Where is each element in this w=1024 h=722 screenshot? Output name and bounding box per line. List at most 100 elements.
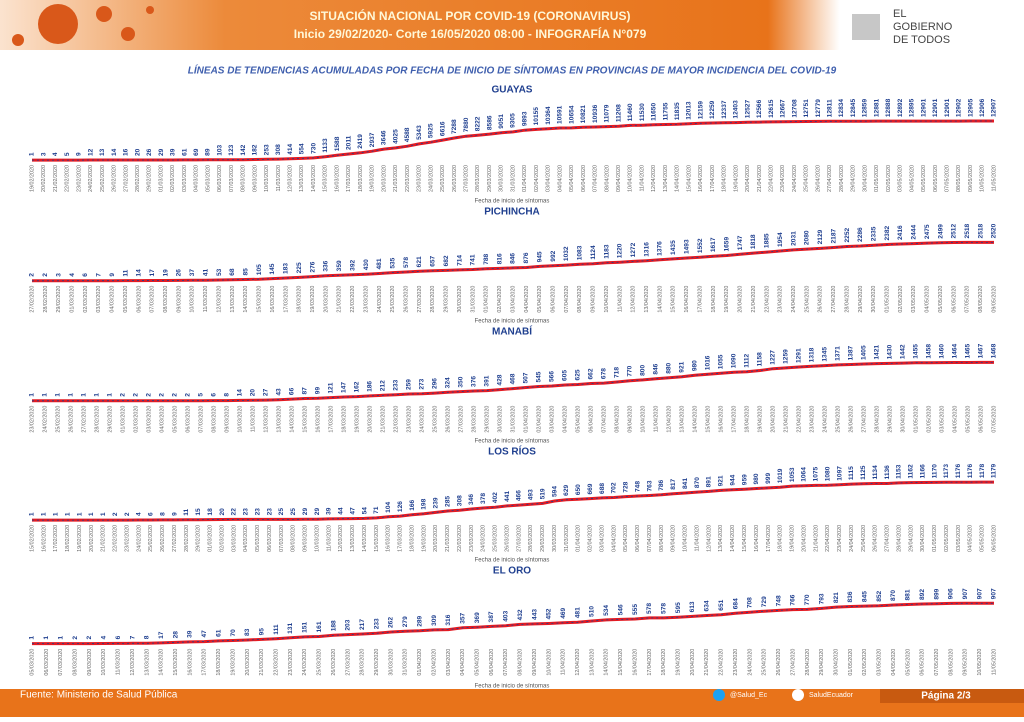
data-label: 8: [144, 635, 151, 639]
x-tick-label: 06/03/2020: [267, 525, 273, 552]
x-tick-label: 09/03/2020: [303, 525, 309, 552]
data-label: 466: [516, 490, 523, 501]
x-tick-label: 16/04/2020: [754, 525, 760, 552]
x-tick-label: 03/05/2020: [939, 406, 945, 433]
x-tick-label: 16/03/2020: [386, 525, 392, 552]
data-label: 992: [550, 250, 557, 261]
data-label: 578: [646, 603, 653, 614]
data-label: 142: [240, 144, 247, 155]
x-tick-label: 28/04/2020: [805, 649, 811, 676]
x-tick-label: 04/05/2020: [925, 286, 931, 313]
x-tick-label: 21/03/2020: [445, 525, 451, 552]
data-label: 595: [675, 602, 682, 613]
x-tick-label: 06/03/2020: [44, 649, 50, 676]
data-label: 1588: [334, 136, 341, 151]
x-tick-label: 04/05/2020: [909, 165, 915, 192]
x-tick-label: 18/03/2020: [297, 286, 303, 313]
data-label: 83: [244, 628, 251, 636]
data-label: 296: [432, 378, 439, 389]
data-label: 1885: [764, 233, 771, 248]
data-label: 8: [159, 512, 166, 516]
data-label: 403: [503, 610, 510, 621]
x-tick-label: 22/03/2020: [405, 165, 411, 192]
data-label: 12905: [967, 98, 974, 117]
x-tick-label: 26/02/2020: [68, 406, 74, 433]
data-label: 1818: [750, 234, 757, 249]
x-tick-label: 14/04/2020: [657, 286, 663, 313]
data-label: 11460: [627, 103, 634, 121]
x-tick-label: 04/04/2020: [524, 286, 530, 313]
x-tick-label: 07/04/2020: [647, 525, 653, 552]
data-label: 11835: [674, 102, 681, 120]
data-label: 369: [474, 612, 481, 623]
data-label: 507: [523, 372, 530, 383]
x-tick-label: 15/03/2020: [374, 525, 380, 552]
data-label: 980: [692, 360, 699, 371]
x-tick-label: 09/04/2020: [671, 525, 677, 552]
data-label: 350: [458, 376, 465, 387]
data-label: 12667: [780, 99, 787, 118]
data-label: 43: [276, 388, 283, 396]
logo-emblem: [852, 14, 880, 40]
data-label: 4: [52, 152, 59, 156]
data-label: 253: [263, 144, 270, 155]
x-tick-label: 29/03/2020: [444, 286, 450, 313]
data-label: 9: [76, 152, 83, 156]
x-tick-label: 25/04/2020: [804, 165, 810, 192]
x-tick-label: 01/05/2020: [874, 165, 880, 192]
x-tick-label: 29/04/2020: [851, 165, 857, 192]
data-label: 123: [228, 144, 235, 155]
x-tick-label: 09/04/2020: [591, 286, 597, 313]
data-label: 9893: [521, 111, 528, 126]
x-tick-label: 04/04/2020: [460, 649, 466, 676]
x-tick-label: 16/03/2020: [270, 286, 276, 313]
x-tick-label: 09/03/2020: [252, 165, 258, 192]
data-label: 12906: [979, 98, 986, 117]
x-tick-label: 17/04/2020: [766, 525, 772, 552]
data-label: 3646: [381, 130, 388, 145]
data-label: 748: [775, 595, 782, 606]
x-tick-label: 09/03/2020: [87, 649, 93, 676]
data-label: 151: [302, 622, 309, 633]
x-tick-label: 07/03/2020: [279, 525, 285, 552]
data-label: 870: [890, 590, 897, 601]
x-tick-label: 24/02/2020: [42, 406, 48, 433]
data-label: 2416: [897, 225, 904, 240]
data-label: 2187: [830, 228, 837, 243]
x-tick-label: 23/03/2020: [417, 165, 423, 192]
x-tick-label: 07/03/2020: [58, 649, 64, 676]
data-label: 657: [430, 255, 437, 266]
data-label: 5: [64, 152, 71, 156]
x-tick-label: 11/04/2020: [653, 406, 659, 433]
x-tick-label: 25/03/2020: [493, 525, 499, 552]
x-tick-label: 20/03/2020: [245, 649, 251, 676]
data-label: 2419: [357, 134, 364, 149]
x-axis-label: Fecha de inicio de síntomas: [475, 319, 550, 325]
data-label: 1: [76, 512, 83, 516]
x-tick-label: 10/03/2020: [237, 406, 243, 433]
data-label: 1: [64, 512, 71, 516]
data-label: 217: [359, 619, 366, 630]
data-label: 1552: [697, 238, 704, 253]
x-tick-label: 29/04/2020: [887, 406, 893, 433]
data-label: 1220: [617, 243, 624, 258]
data-label: 54: [361, 507, 368, 515]
data-label: 907: [976, 588, 983, 599]
data-label: 1075: [813, 466, 820, 481]
data-label: 8222: [475, 116, 482, 131]
data-label: 1: [53, 512, 60, 516]
data-label: 1376: [657, 241, 664, 256]
data-label: 1125: [860, 465, 867, 480]
data-label: 708: [747, 597, 754, 608]
x-tick-label: 18/03/2020: [341, 406, 347, 433]
data-label: 545: [536, 371, 543, 382]
data-label: 285: [444, 496, 451, 507]
data-label: 2080: [804, 230, 811, 245]
x-tick-label: 11/03/2020: [276, 165, 282, 192]
x-tick-label: 01/03/2020: [208, 525, 214, 552]
x-tick-label: 19/03/2020: [230, 649, 236, 676]
x-tick-label: 22/04/2020: [769, 165, 775, 192]
x-tick-label: 05/04/2020: [575, 406, 581, 433]
data-label: 5925: [428, 123, 435, 138]
data-label: 678: [601, 368, 608, 379]
